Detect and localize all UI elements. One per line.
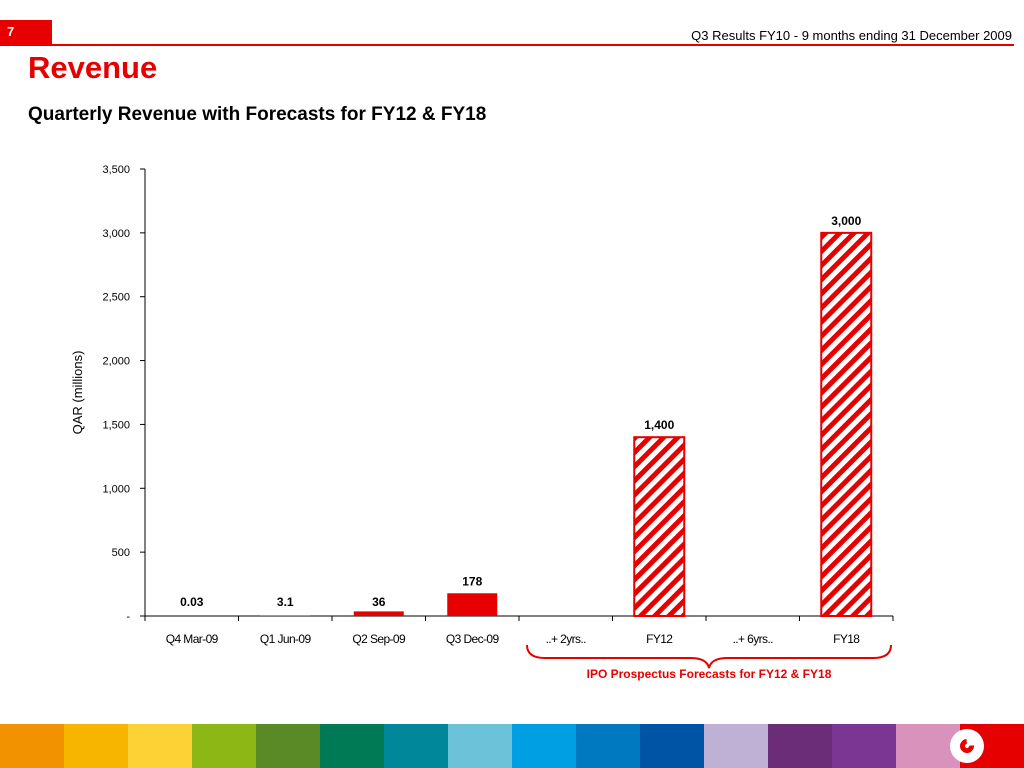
category-label: Q1 Jun-09 <box>260 632 312 646</box>
footer-strip <box>832 724 896 768</box>
page-subtitle: Quarterly Revenue with Forecasts for FY1… <box>28 104 487 125</box>
data-label: 1,400 <box>644 418 674 432</box>
bar <box>447 593 498 616</box>
bar <box>353 611 404 616</box>
y-tick-label: 1,000 <box>102 483 130 495</box>
footer-strip <box>512 724 576 768</box>
category-label: FY18 <box>833 632 860 646</box>
category-label: FY12 <box>646 632 673 646</box>
category-label: Q3 Dec-09 <box>446 632 500 646</box>
vodafone-logo-icon <box>950 729 984 763</box>
footer-strip <box>0 724 64 768</box>
footer-strip <box>384 724 448 768</box>
y-tick-label: 2,000 <box>102 356 130 368</box>
data-label: 36 <box>372 595 386 609</box>
footer-strip <box>704 724 768 768</box>
footer-strip <box>64 724 128 768</box>
footer-strip <box>640 724 704 768</box>
y-axis-label: QAR (millions) <box>70 351 85 435</box>
y-tick-label: 2,500 <box>102 292 130 304</box>
category-label: ..+ 2yrs.. <box>546 632 587 646</box>
footer-color-strip <box>0 724 1024 768</box>
footer-strip <box>576 724 640 768</box>
forecast-brace <box>526 644 892 669</box>
header-rule <box>52 44 1014 46</box>
data-label: 3,000 <box>831 214 861 228</box>
y-tick-label: 500 <box>112 547 130 559</box>
data-label: 3.1 <box>277 595 294 609</box>
revenue-bar-chart: - 500 1,000 1,500 2,000 2,500 3,000 3,500 QAR (m… <box>70 164 894 669</box>
data-label: 178 <box>462 574 482 588</box>
footer-strip <box>896 724 960 768</box>
bar <box>820 231 873 617</box>
footer-strip <box>192 724 256 768</box>
forecast-caption: IPO Prospectus Forecasts for FY12 & FY18 <box>586 667 832 681</box>
footer-strip <box>128 724 192 768</box>
y-tick-label: 3,500 <box>102 164 130 176</box>
y-tick-label: - <box>126 611 130 623</box>
category-label: Q2 Sep-09 <box>352 632 406 646</box>
slide-number: 7 <box>0 20 52 46</box>
footer-strip <box>448 724 512 768</box>
y-tick-label: 3,000 <box>102 228 130 240</box>
footer-strip <box>320 724 384 768</box>
page-title: Revenue <box>28 50 158 85</box>
footer-strip <box>768 724 832 768</box>
bar <box>633 436 686 618</box>
category-label: Q4 Mar-09 <box>166 632 219 646</box>
category-label: ..+ 6yrs.. <box>733 632 774 646</box>
data-label: 0.03 <box>180 595 204 609</box>
report-title: Q3 Results FY10 - 9 months ending 31 Dec… <box>691 28 1012 43</box>
y-tick-label: 1,500 <box>102 419 130 431</box>
footer-strip <box>256 724 320 768</box>
